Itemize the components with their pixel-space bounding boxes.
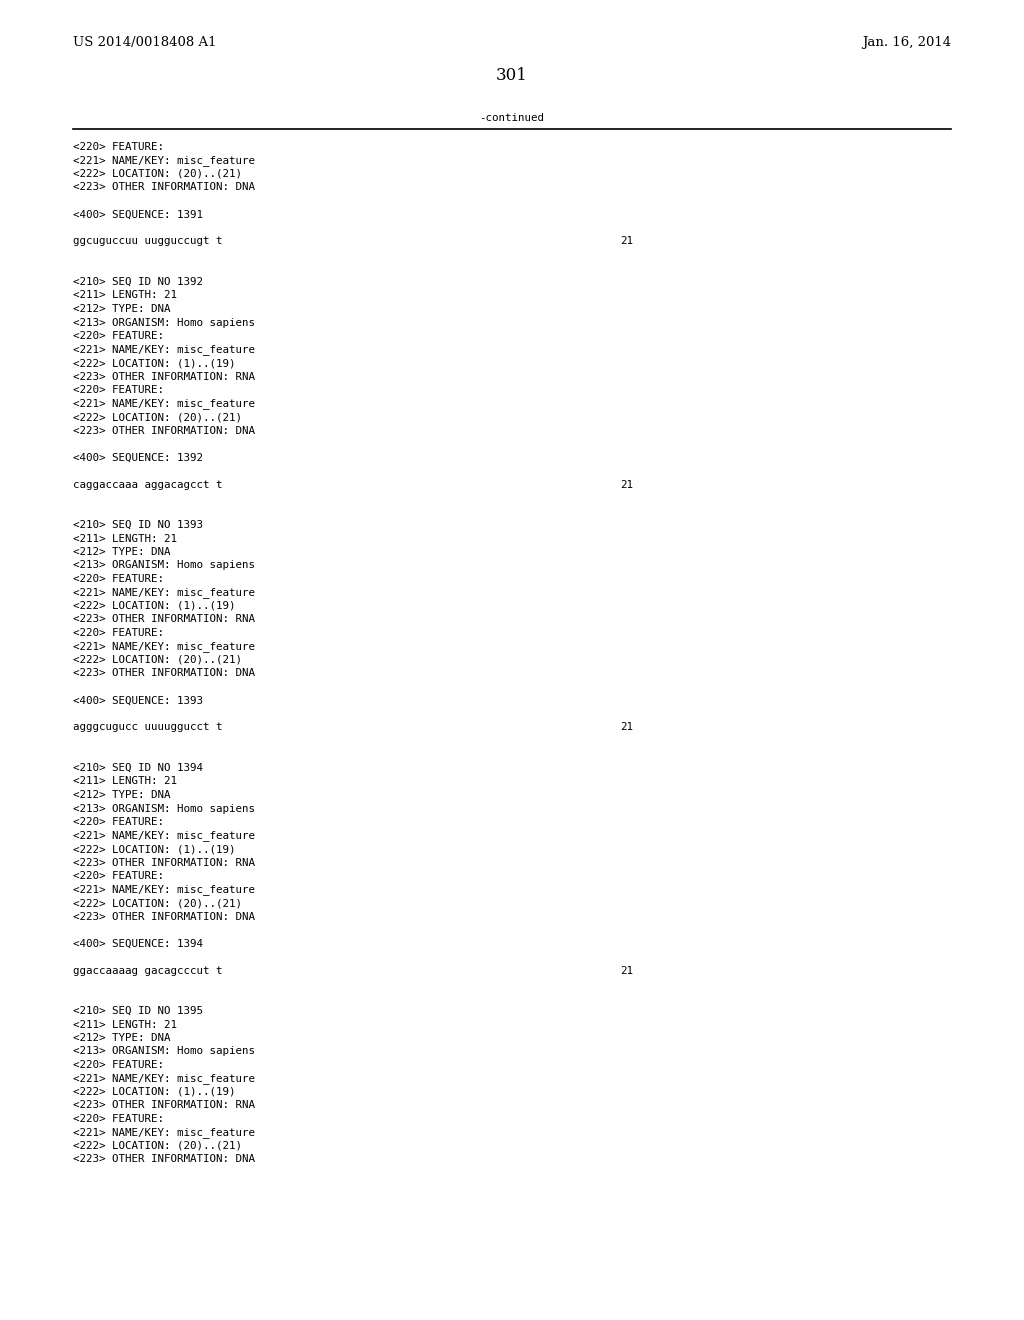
Text: -continued: -continued: [479, 114, 545, 123]
Text: <222> LOCATION: (20)..(21): <222> LOCATION: (20)..(21): [73, 169, 242, 180]
Text: 21: 21: [620, 236, 633, 247]
Text: <220> FEATURE:: <220> FEATURE:: [73, 385, 164, 395]
Text: ggaccaaaag gacagcccut t: ggaccaaaag gacagcccut t: [73, 965, 222, 975]
Text: <221> NAME/KEY: misc_feature: <221> NAME/KEY: misc_feature: [73, 156, 255, 166]
Text: <222> LOCATION: (1)..(19): <222> LOCATION: (1)..(19): [73, 843, 236, 854]
Text: <223> OTHER INFORMATION: DNA: <223> OTHER INFORMATION: DNA: [73, 1155, 255, 1164]
Text: 21: 21: [620, 722, 633, 733]
Text: <210> SEQ ID NO 1395: <210> SEQ ID NO 1395: [73, 1006, 203, 1016]
Text: <400> SEQUENCE: 1394: <400> SEQUENCE: 1394: [73, 939, 203, 949]
Text: <400> SEQUENCE: 1391: <400> SEQUENCE: 1391: [73, 210, 203, 219]
Text: <212> TYPE: DNA: <212> TYPE: DNA: [73, 546, 171, 557]
Text: <223> OTHER INFORMATION: RNA: <223> OTHER INFORMATION: RNA: [73, 371, 255, 381]
Text: <213> ORGANISM: Homo sapiens: <213> ORGANISM: Homo sapiens: [73, 318, 255, 327]
Text: <212> TYPE: DNA: <212> TYPE: DNA: [73, 304, 171, 314]
Text: <223> OTHER INFORMATION: RNA: <223> OTHER INFORMATION: RNA: [73, 858, 255, 867]
Text: <222> LOCATION: (1)..(19): <222> LOCATION: (1)..(19): [73, 1086, 236, 1097]
Text: <221> NAME/KEY: misc_feature: <221> NAME/KEY: misc_feature: [73, 345, 255, 355]
Text: caggaccaaa aggacagcct t: caggaccaaa aggacagcct t: [73, 479, 222, 490]
Text: <220> FEATURE:: <220> FEATURE:: [73, 574, 164, 583]
Text: <220> FEATURE:: <220> FEATURE:: [73, 331, 164, 341]
Text: <211> LENGTH: 21: <211> LENGTH: 21: [73, 533, 177, 544]
Text: <400> SEQUENCE: 1393: <400> SEQUENCE: 1393: [73, 696, 203, 705]
Text: <222> LOCATION: (20)..(21): <222> LOCATION: (20)..(21): [73, 655, 242, 665]
Text: <222> LOCATION: (20)..(21): <222> LOCATION: (20)..(21): [73, 412, 242, 422]
Text: 301: 301: [496, 67, 528, 84]
Text: <223> OTHER INFORMATION: DNA: <223> OTHER INFORMATION: DNA: [73, 668, 255, 678]
Text: <213> ORGANISM: Homo sapiens: <213> ORGANISM: Homo sapiens: [73, 561, 255, 570]
Text: ggcuguccuu uugguccugt t: ggcuguccuu uugguccugt t: [73, 236, 222, 247]
Text: Jan. 16, 2014: Jan. 16, 2014: [862, 36, 951, 49]
Text: <221> NAME/KEY: misc_feature: <221> NAME/KEY: misc_feature: [73, 587, 255, 598]
Text: <213> ORGANISM: Homo sapiens: <213> ORGANISM: Homo sapiens: [73, 804, 255, 813]
Text: <223> OTHER INFORMATION: DNA: <223> OTHER INFORMATION: DNA: [73, 425, 255, 436]
Text: <223> OTHER INFORMATION: RNA: <223> OTHER INFORMATION: RNA: [73, 615, 255, 624]
Text: <223> OTHER INFORMATION: RNA: <223> OTHER INFORMATION: RNA: [73, 1101, 255, 1110]
Text: agggcugucc uuuuggucct t: agggcugucc uuuuggucct t: [73, 722, 222, 733]
Text: <220> FEATURE:: <220> FEATURE:: [73, 1114, 164, 1125]
Text: <212> TYPE: DNA: <212> TYPE: DNA: [73, 1034, 171, 1043]
Text: 21: 21: [620, 965, 633, 975]
Text: <400> SEQUENCE: 1392: <400> SEQUENCE: 1392: [73, 453, 203, 462]
Text: <212> TYPE: DNA: <212> TYPE: DNA: [73, 789, 171, 800]
Text: <222> LOCATION: (20)..(21): <222> LOCATION: (20)..(21): [73, 898, 242, 908]
Text: <210> SEQ ID NO 1393: <210> SEQ ID NO 1393: [73, 520, 203, 531]
Text: <223> OTHER INFORMATION: DNA: <223> OTHER INFORMATION: DNA: [73, 912, 255, 921]
Text: <223> OTHER INFORMATION: DNA: <223> OTHER INFORMATION: DNA: [73, 182, 255, 193]
Text: <220> FEATURE:: <220> FEATURE:: [73, 628, 164, 638]
Text: <221> NAME/KEY: misc_feature: <221> NAME/KEY: misc_feature: [73, 1127, 255, 1138]
Text: <220> FEATURE:: <220> FEATURE:: [73, 817, 164, 828]
Text: US 2014/0018408 A1: US 2014/0018408 A1: [73, 36, 216, 49]
Text: <221> NAME/KEY: misc_feature: <221> NAME/KEY: misc_feature: [73, 642, 255, 652]
Text: <220> FEATURE:: <220> FEATURE:: [73, 143, 164, 152]
Text: <222> LOCATION: (20)..(21): <222> LOCATION: (20)..(21): [73, 1140, 242, 1151]
Text: <211> LENGTH: 21: <211> LENGTH: 21: [73, 290, 177, 301]
Text: <221> NAME/KEY: misc_feature: <221> NAME/KEY: misc_feature: [73, 399, 255, 409]
Text: <211> LENGTH: 21: <211> LENGTH: 21: [73, 1019, 177, 1030]
Text: <221> NAME/KEY: misc_feature: <221> NAME/KEY: misc_feature: [73, 1073, 255, 1085]
Text: <221> NAME/KEY: misc_feature: <221> NAME/KEY: misc_feature: [73, 830, 255, 841]
Text: <221> NAME/KEY: misc_feature: <221> NAME/KEY: misc_feature: [73, 884, 255, 895]
Text: <210> SEQ ID NO 1394: <210> SEQ ID NO 1394: [73, 763, 203, 774]
Text: <210> SEQ ID NO 1392: <210> SEQ ID NO 1392: [73, 277, 203, 286]
Text: <222> LOCATION: (1)..(19): <222> LOCATION: (1)..(19): [73, 601, 236, 611]
Text: <220> FEATURE:: <220> FEATURE:: [73, 871, 164, 880]
Text: <222> LOCATION: (1)..(19): <222> LOCATION: (1)..(19): [73, 358, 236, 368]
Text: <213> ORGANISM: Homo sapiens: <213> ORGANISM: Homo sapiens: [73, 1047, 255, 1056]
Text: 21: 21: [620, 479, 633, 490]
Text: <211> LENGTH: 21: <211> LENGTH: 21: [73, 776, 177, 787]
Text: <220> FEATURE:: <220> FEATURE:: [73, 1060, 164, 1071]
